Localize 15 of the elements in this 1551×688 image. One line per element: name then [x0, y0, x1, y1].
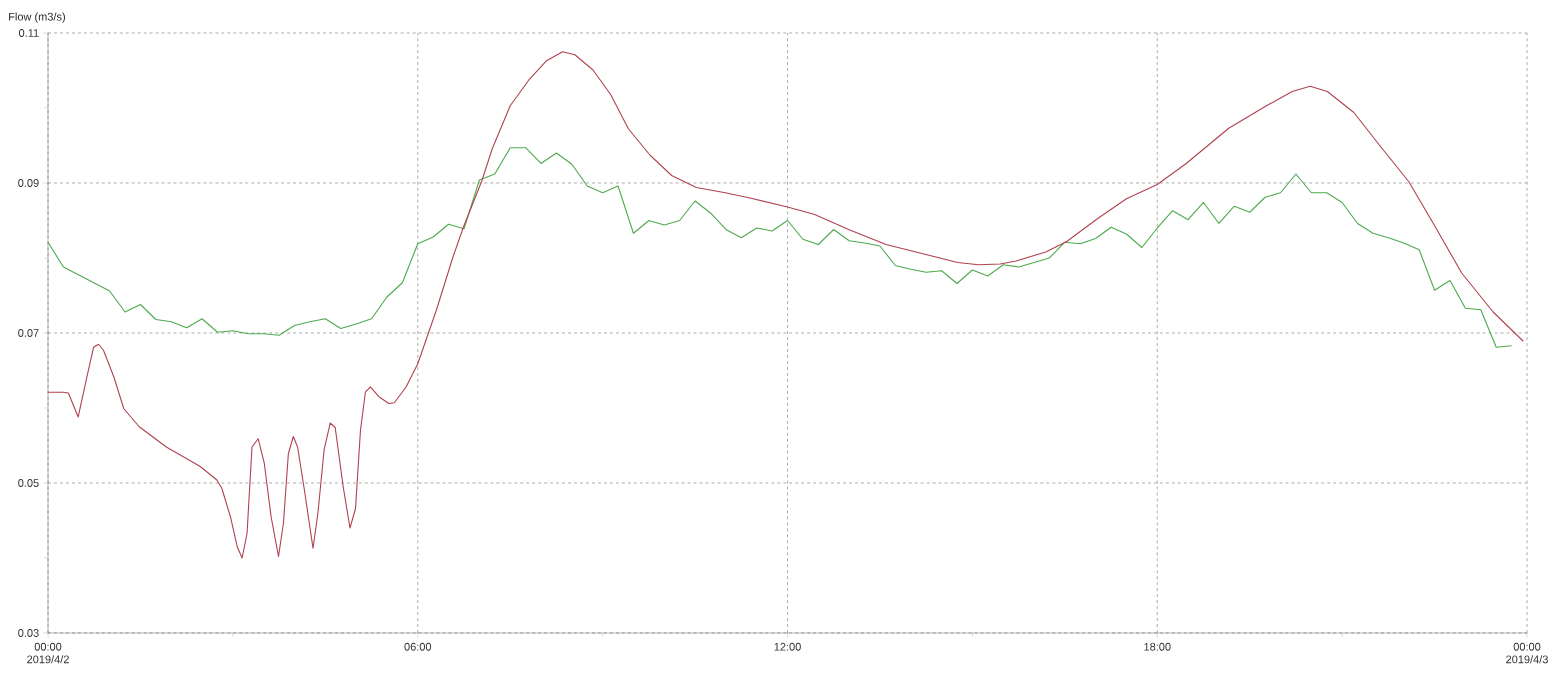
y-axis-title: Flow (m3/s): [9, 12, 65, 23]
x-tick-label: 18:00: [1144, 642, 1171, 651]
x-tick-label: 00:00: [34, 642, 62, 651]
y-tick-label: 0.03: [18, 629, 39, 637]
x-tick-label: 12:00: [774, 642, 801, 651]
line-series: [47, 51, 1524, 559]
y-tick-label: 0.11: [18, 29, 39, 37]
text: 2019/4/3: [1506, 655, 1548, 664]
x-tick-label: 00:00: [1513, 642, 1541, 651]
text: 2019/4/2: [27, 655, 69, 664]
y-tick-label: 0.09: [18, 179, 39, 187]
line-series: [47, 147, 1513, 348]
y-tick-label: 0.07: [18, 329, 39, 337]
x-tick-label: 06:00: [404, 642, 432, 651]
y-tick-label: 0.05: [18, 479, 39, 487]
